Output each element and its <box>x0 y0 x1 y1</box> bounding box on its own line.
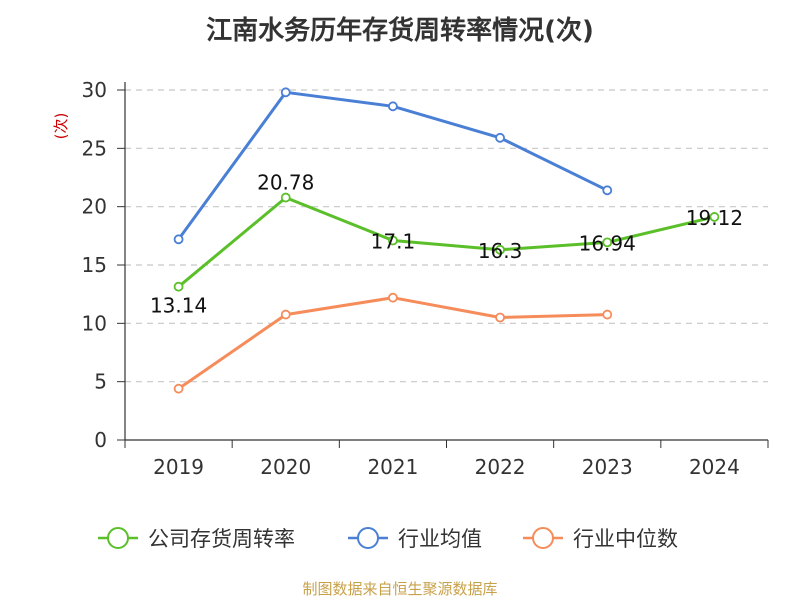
y-tick-label: 0 <box>94 428 107 452</box>
data-point <box>173 383 184 394</box>
series-line-2 <box>177 296 608 390</box>
source-note: 制图数据来自恒生聚源数据库 <box>302 580 498 598</box>
data-point <box>388 292 398 303</box>
legend-swatch-marker <box>107 527 129 549</box>
y-tick-label: 25 <box>82 136 107 160</box>
x-tick-label: 2024 <box>689 455 740 479</box>
series-line-1 <box>177 90 608 241</box>
y-tick-label: 5 <box>94 370 107 394</box>
series-line-0 <box>177 196 715 288</box>
data-point <box>173 234 184 245</box>
legend-label: 公司存货周转率 <box>148 527 295 551</box>
data-point <box>280 87 291 98</box>
legend-swatch-marker <box>357 527 379 549</box>
data-point <box>602 309 613 320</box>
data-point <box>280 309 291 320</box>
data-point <box>173 281 184 292</box>
x-tick-label: 2020 <box>260 455 311 479</box>
data-label: 16.94 <box>579 231 636 255</box>
y-tick-label: 30 <box>82 78 107 102</box>
x-tick-label: 2023 <box>582 455 633 479</box>
legend-label: 行业均值 <box>398 527 482 551</box>
x-tick-label: 2021 <box>367 455 418 479</box>
y-axis-label: (次) <box>52 113 70 140</box>
legend-swatch-marker <box>532 527 554 549</box>
data-point <box>495 312 505 323</box>
chart-title: 江南水务历年存货周转率情况(次) <box>206 16 594 46</box>
data-label: 19.12 <box>686 206 743 230</box>
data-point <box>495 244 505 255</box>
data-point <box>388 101 398 112</box>
y-tick-label: 10 <box>82 311 107 335</box>
data-point <box>388 235 398 246</box>
x-tick-label: 2022 <box>475 455 526 479</box>
data-point <box>280 192 291 203</box>
data-point <box>602 237 613 248</box>
x-tick-label: 2019 <box>153 455 204 479</box>
data-label: 17.1 <box>371 230 416 254</box>
data-point <box>495 132 505 143</box>
data-label: 16.3 <box>478 239 523 263</box>
legend-label: 行业中位数 <box>573 527 678 551</box>
data-label: 13.14 <box>150 294 207 318</box>
y-tick-label: 15 <box>82 253 107 277</box>
y-tick-label: 20 <box>82 195 107 219</box>
data-label: 20.78 <box>257 171 314 195</box>
data-point <box>709 212 720 222</box>
data-point <box>602 185 613 196</box>
